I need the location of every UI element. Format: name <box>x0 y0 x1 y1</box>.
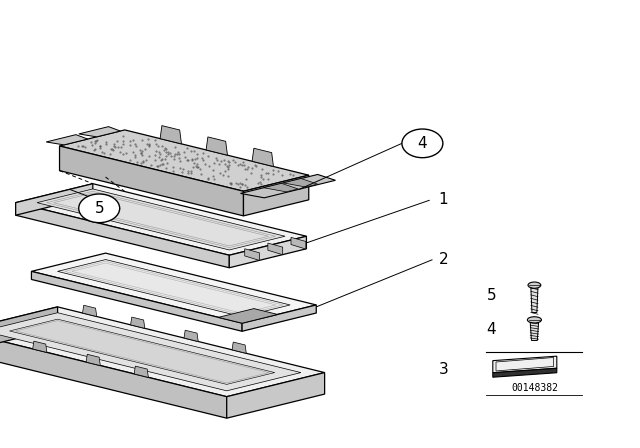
Polygon shape <box>46 135 88 145</box>
Text: 3: 3 <box>438 362 448 377</box>
Polygon shape <box>184 330 198 341</box>
Polygon shape <box>243 175 308 216</box>
Polygon shape <box>264 183 298 192</box>
Text: 00148382: 00148382 <box>511 383 558 392</box>
Polygon shape <box>60 146 243 216</box>
Polygon shape <box>15 202 229 268</box>
Polygon shape <box>31 253 316 323</box>
Circle shape <box>402 129 443 158</box>
Polygon shape <box>134 366 148 377</box>
Text: 5: 5 <box>486 288 496 303</box>
Polygon shape <box>206 137 227 155</box>
Text: 1: 1 <box>438 192 448 207</box>
Polygon shape <box>530 323 538 340</box>
Ellipse shape <box>528 282 541 289</box>
Polygon shape <box>531 288 538 313</box>
Ellipse shape <box>527 317 541 323</box>
Polygon shape <box>227 373 324 418</box>
Text: 5: 5 <box>94 201 104 216</box>
Polygon shape <box>37 189 285 250</box>
Polygon shape <box>0 307 324 396</box>
Polygon shape <box>60 130 308 191</box>
Polygon shape <box>493 356 557 373</box>
Polygon shape <box>0 307 58 353</box>
Polygon shape <box>86 354 100 366</box>
Polygon shape <box>10 319 275 384</box>
Polygon shape <box>229 236 307 268</box>
Text: 4: 4 <box>417 136 428 151</box>
Polygon shape <box>232 342 246 353</box>
Polygon shape <box>15 184 307 255</box>
Polygon shape <box>284 179 317 187</box>
Polygon shape <box>252 148 273 167</box>
Polygon shape <box>58 259 290 317</box>
Polygon shape <box>218 309 278 323</box>
Polygon shape <box>31 271 242 331</box>
Polygon shape <box>0 331 227 418</box>
Polygon shape <box>291 237 306 249</box>
Circle shape <box>79 194 120 223</box>
Text: 2: 2 <box>438 252 448 267</box>
Polygon shape <box>241 174 335 198</box>
Polygon shape <box>242 305 316 331</box>
Polygon shape <box>79 127 120 137</box>
Polygon shape <box>83 305 97 317</box>
Polygon shape <box>493 368 557 377</box>
Polygon shape <box>33 341 47 353</box>
Polygon shape <box>268 243 283 255</box>
Polygon shape <box>160 125 182 144</box>
Text: 4: 4 <box>486 322 496 337</box>
Polygon shape <box>244 249 260 260</box>
Polygon shape <box>0 313 301 391</box>
Polygon shape <box>131 317 145 328</box>
Polygon shape <box>15 184 93 215</box>
